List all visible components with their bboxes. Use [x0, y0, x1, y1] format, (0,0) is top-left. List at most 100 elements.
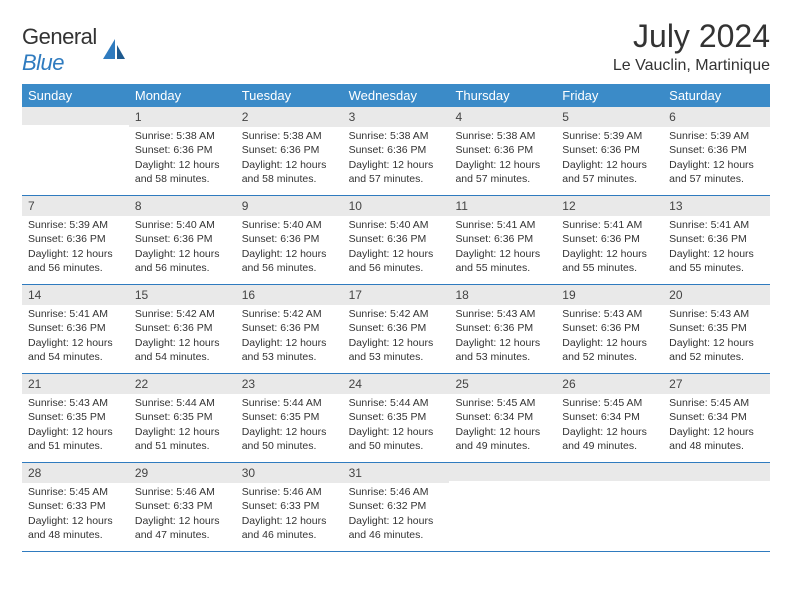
- cell-line: Sunrise: 5:41 AM: [562, 218, 657, 232]
- calendar-cell: 5Sunrise: 5:39 AMSunset: 6:36 PMDaylight…: [556, 107, 663, 195]
- calendar-cell: 25Sunrise: 5:45 AMSunset: 6:34 PMDayligh…: [449, 374, 556, 462]
- week-row: 1Sunrise: 5:38 AMSunset: 6:36 PMDaylight…: [22, 107, 770, 196]
- cell-body: Sunrise: 5:45 AMSunset: 6:33 PMDaylight:…: [22, 483, 129, 546]
- cell-line: Sunset: 6:35 PM: [669, 321, 764, 335]
- cell-line: Daylight: 12 hours and 57 minutes.: [455, 158, 550, 186]
- calendar-cell: 26Sunrise: 5:45 AMSunset: 6:34 PMDayligh…: [556, 374, 663, 462]
- cell-line: Daylight: 12 hours and 56 minutes.: [28, 247, 123, 275]
- date-number: 18: [449, 285, 556, 305]
- day-header: Sunday: [22, 84, 129, 107]
- page-title: July 2024: [613, 18, 770, 55]
- brand-sail-icon: [101, 37, 127, 63]
- cell-body: Sunrise: 5:46 AMSunset: 6:32 PMDaylight:…: [343, 483, 450, 546]
- calendar-cell: 16Sunrise: 5:42 AMSunset: 6:36 PMDayligh…: [236, 285, 343, 373]
- calendar-cell: 21Sunrise: 5:43 AMSunset: 6:35 PMDayligh…: [22, 374, 129, 462]
- cell-line: Sunrise: 5:38 AM: [135, 129, 230, 143]
- cell-line: Daylight: 12 hours and 53 minutes.: [349, 336, 444, 364]
- cell-line: Sunrise: 5:45 AM: [28, 485, 123, 499]
- cell-line: Sunrise: 5:44 AM: [135, 396, 230, 410]
- cell-line: Sunset: 6:36 PM: [349, 321, 444, 335]
- cell-body: Sunrise: 5:41 AMSunset: 6:36 PMDaylight:…: [449, 216, 556, 279]
- calendar-cell: 7Sunrise: 5:39 AMSunset: 6:36 PMDaylight…: [22, 196, 129, 284]
- calendar-cell: 24Sunrise: 5:44 AMSunset: 6:35 PMDayligh…: [343, 374, 450, 462]
- cell-line: Daylight: 12 hours and 47 minutes.: [135, 514, 230, 542]
- cell-body: Sunrise: 5:44 AMSunset: 6:35 PMDaylight:…: [236, 394, 343, 457]
- cell-body: [449, 481, 556, 487]
- cell-line: Sunset: 6:36 PM: [242, 321, 337, 335]
- cell-line: Sunrise: 5:38 AM: [349, 129, 444, 143]
- cell-body: Sunrise: 5:38 AMSunset: 6:36 PMDaylight:…: [449, 127, 556, 190]
- cell-line: Sunrise: 5:46 AM: [349, 485, 444, 499]
- cell-line: Sunrise: 5:38 AM: [455, 129, 550, 143]
- calendar-cell: 3Sunrise: 5:38 AMSunset: 6:36 PMDaylight…: [343, 107, 450, 195]
- date-number: 22: [129, 374, 236, 394]
- date-number: 25: [449, 374, 556, 394]
- cell-body: Sunrise: 5:38 AMSunset: 6:36 PMDaylight:…: [343, 127, 450, 190]
- date-number: 30: [236, 463, 343, 483]
- cell-body: Sunrise: 5:39 AMSunset: 6:36 PMDaylight:…: [22, 216, 129, 279]
- cell-body: Sunrise: 5:39 AMSunset: 6:36 PMDaylight:…: [663, 127, 770, 190]
- calendar-cell: 13Sunrise: 5:41 AMSunset: 6:36 PMDayligh…: [663, 196, 770, 284]
- cell-body: Sunrise: 5:38 AMSunset: 6:36 PMDaylight:…: [236, 127, 343, 190]
- date-number: 28: [22, 463, 129, 483]
- date-number: [663, 463, 770, 481]
- cell-body: Sunrise: 5:45 AMSunset: 6:34 PMDaylight:…: [663, 394, 770, 457]
- cell-line: Sunset: 6:35 PM: [242, 410, 337, 424]
- cell-body: Sunrise: 5:43 AMSunset: 6:36 PMDaylight:…: [556, 305, 663, 368]
- calendar-cell: 31Sunrise: 5:46 AMSunset: 6:32 PMDayligh…: [343, 463, 450, 551]
- cell-body: Sunrise: 5:44 AMSunset: 6:35 PMDaylight:…: [129, 394, 236, 457]
- cell-line: Sunset: 6:32 PM: [349, 499, 444, 513]
- cell-line: Sunset: 6:36 PM: [28, 232, 123, 246]
- date-number: 12: [556, 196, 663, 216]
- calendar-cell: 27Sunrise: 5:45 AMSunset: 6:34 PMDayligh…: [663, 374, 770, 462]
- calendar-cell: 9Sunrise: 5:40 AMSunset: 6:36 PMDaylight…: [236, 196, 343, 284]
- cell-line: Sunrise: 5:41 AM: [669, 218, 764, 232]
- calendar-cell: [22, 107, 129, 195]
- title-block: July 2024 Le Vauclin, Martinique: [613, 18, 770, 75]
- calendar-cell: 29Sunrise: 5:46 AMSunset: 6:33 PMDayligh…: [129, 463, 236, 551]
- cell-line: Daylight: 12 hours and 46 minutes.: [242, 514, 337, 542]
- cell-line: Daylight: 12 hours and 55 minutes.: [669, 247, 764, 275]
- calendar-cell: 30Sunrise: 5:46 AMSunset: 6:33 PMDayligh…: [236, 463, 343, 551]
- date-number: 13: [663, 196, 770, 216]
- cell-line: Sunrise: 5:42 AM: [349, 307, 444, 321]
- cell-body: [22, 125, 129, 131]
- brand-logo: General Blue: [22, 24, 127, 76]
- cell-line: Daylight: 12 hours and 55 minutes.: [562, 247, 657, 275]
- weeks-container: 1Sunrise: 5:38 AMSunset: 6:36 PMDaylight…: [22, 107, 770, 552]
- cell-line: Sunset: 6:34 PM: [562, 410, 657, 424]
- cell-line: Sunrise: 5:41 AM: [28, 307, 123, 321]
- calendar-cell: 19Sunrise: 5:43 AMSunset: 6:36 PMDayligh…: [556, 285, 663, 373]
- cell-line: Daylight: 12 hours and 53 minutes.: [242, 336, 337, 364]
- day-header: Tuesday: [236, 84, 343, 107]
- date-number: 15: [129, 285, 236, 305]
- cell-line: Sunset: 6:35 PM: [28, 410, 123, 424]
- cell-body: Sunrise: 5:43 AMSunset: 6:35 PMDaylight:…: [663, 305, 770, 368]
- date-number: 16: [236, 285, 343, 305]
- calendar-cell: 6Sunrise: 5:39 AMSunset: 6:36 PMDaylight…: [663, 107, 770, 195]
- week-row: 14Sunrise: 5:41 AMSunset: 6:36 PMDayligh…: [22, 285, 770, 374]
- date-number: 20: [663, 285, 770, 305]
- cell-line: Sunset: 6:34 PM: [455, 410, 550, 424]
- cell-line: Daylight: 12 hours and 54 minutes.: [135, 336, 230, 364]
- cell-line: Daylight: 12 hours and 51 minutes.: [135, 425, 230, 453]
- cell-body: [556, 481, 663, 487]
- cell-line: Daylight: 12 hours and 50 minutes.: [349, 425, 444, 453]
- cell-line: Sunset: 6:36 PM: [349, 143, 444, 157]
- cell-line: Daylight: 12 hours and 51 minutes.: [28, 425, 123, 453]
- calendar-cell: 4Sunrise: 5:38 AMSunset: 6:36 PMDaylight…: [449, 107, 556, 195]
- cell-line: Sunrise: 5:46 AM: [135, 485, 230, 499]
- day-header: Saturday: [663, 84, 770, 107]
- cell-line: Sunset: 6:36 PM: [562, 321, 657, 335]
- cell-body: Sunrise: 5:42 AMSunset: 6:36 PMDaylight:…: [236, 305, 343, 368]
- cell-line: Sunrise: 5:45 AM: [455, 396, 550, 410]
- cell-line: Sunrise: 5:40 AM: [135, 218, 230, 232]
- cell-body: Sunrise: 5:44 AMSunset: 6:35 PMDaylight:…: [343, 394, 450, 457]
- date-number: 3: [343, 107, 450, 127]
- week-row: 28Sunrise: 5:45 AMSunset: 6:33 PMDayligh…: [22, 463, 770, 552]
- cell-line: Daylight: 12 hours and 57 minutes.: [562, 158, 657, 186]
- calendar: SundayMondayTuesdayWednesdayThursdayFrid…: [22, 84, 770, 552]
- calendar-cell: 28Sunrise: 5:45 AMSunset: 6:33 PMDayligh…: [22, 463, 129, 551]
- date-number: 7: [22, 196, 129, 216]
- cell-line: Sunrise: 5:38 AM: [242, 129, 337, 143]
